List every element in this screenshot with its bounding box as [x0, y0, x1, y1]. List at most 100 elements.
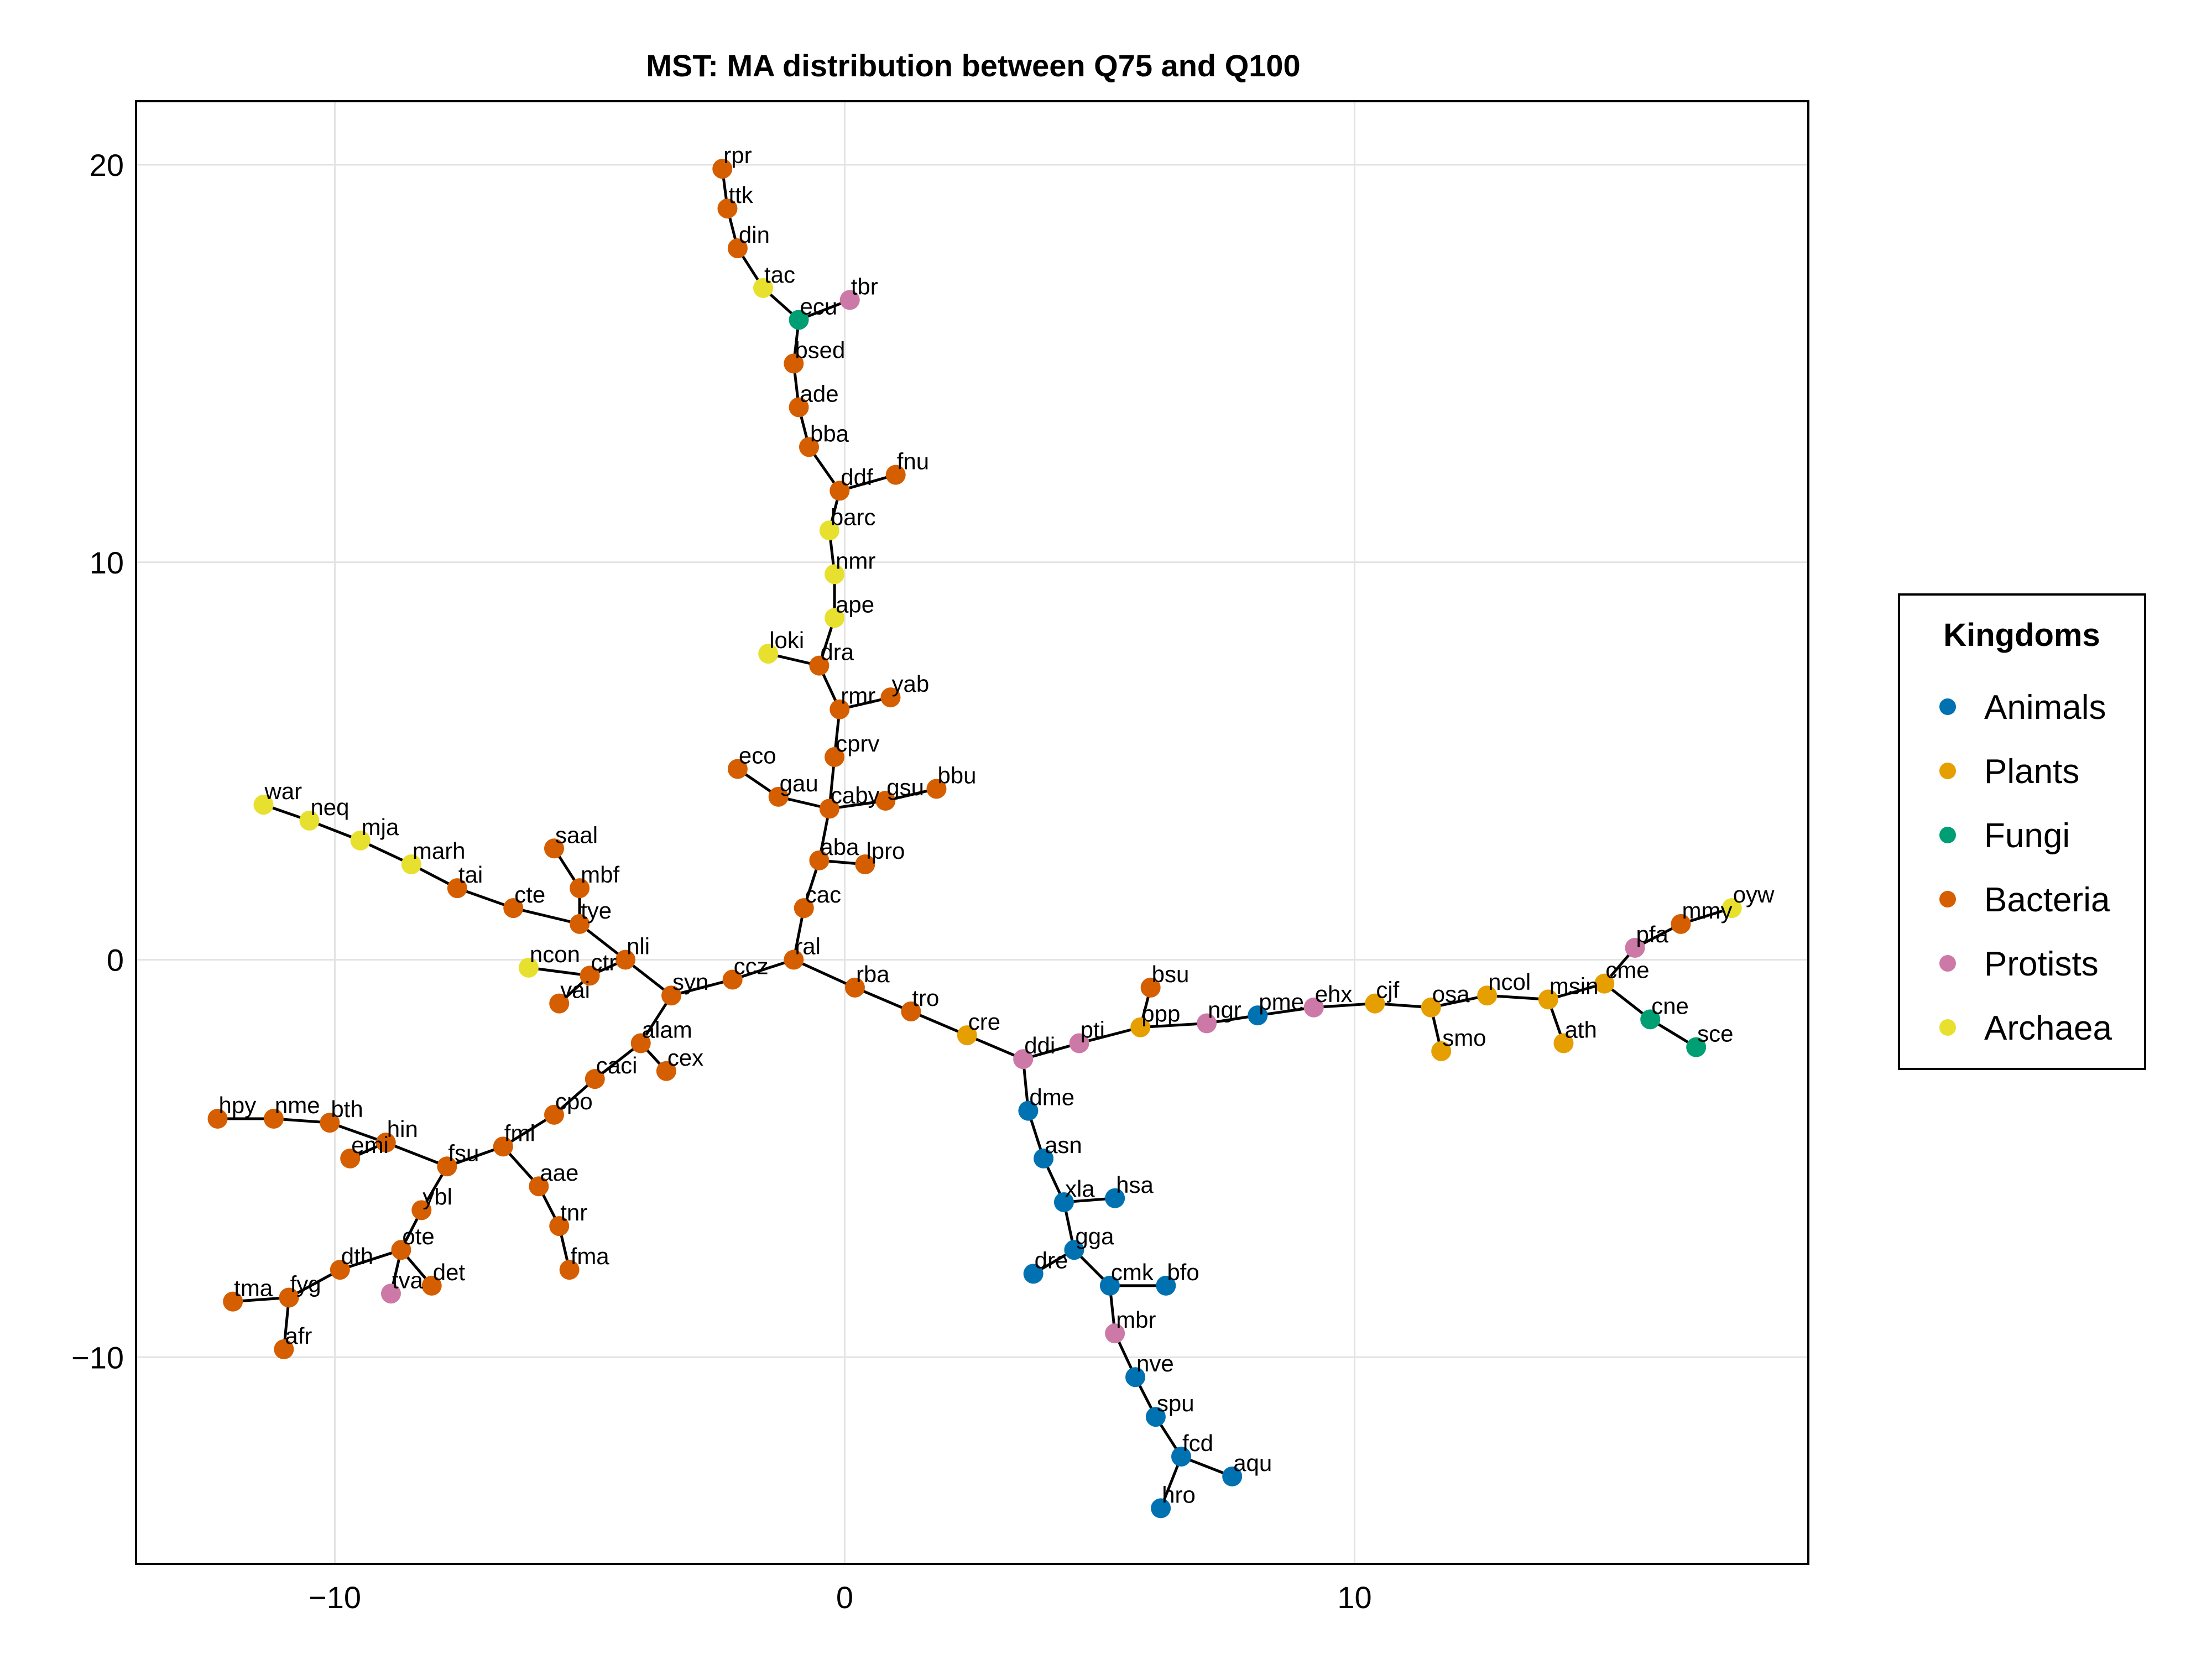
node-label-gsu: gsu [886, 774, 924, 800]
node-label-bbu: bbu [937, 762, 976, 788]
node-label-caci: caci [596, 1052, 638, 1078]
legend-marker-bacteria [1939, 891, 1956, 907]
node-label-cre: cre [968, 1009, 1000, 1035]
node-label-cmk: cmk [1111, 1259, 1154, 1285]
node-point-mbf [570, 878, 590, 899]
node-label-ape: ape [836, 591, 874, 617]
node-label-cpo: cpo [555, 1088, 593, 1114]
node-label-asn: asn [1045, 1132, 1082, 1158]
node-label-pfa: pfa [1636, 921, 1669, 947]
node-label-yab: yab [891, 671, 929, 697]
node-label-afr: afr [285, 1323, 312, 1349]
node-point-fcd [1171, 1446, 1191, 1467]
node-label-hro: hro [1162, 1481, 1196, 1507]
node-point-tbr [839, 290, 860, 310]
node-point-cjf [1365, 993, 1385, 1014]
node-label-bsed: bsed [795, 337, 845, 363]
node-label-dth: dth [341, 1243, 373, 1269]
node-label-ccz: ccz [734, 953, 769, 979]
node-label-ral: ral [795, 933, 821, 959]
node-point-cre [957, 1025, 977, 1046]
node-point-caby [819, 799, 839, 819]
node-point-lpro [855, 854, 875, 874]
node-label-cjf: cjf [1376, 977, 1399, 1003]
node-label-nmr: nmr [836, 547, 875, 573]
x-tick-label: 0 [836, 1580, 853, 1615]
node-point-fyg [279, 1287, 299, 1308]
node-point-dre [1023, 1264, 1044, 1284]
node-label-bth: bth [331, 1096, 363, 1122]
node-label-fyg: fyg [290, 1271, 321, 1297]
node-point-ecu [789, 310, 809, 330]
node-label-dra: dra [820, 639, 854, 665]
node-label-tai: tai [458, 862, 483, 888]
node-label-spu: spu [1157, 1390, 1194, 1416]
node-label-pti: pti [1081, 1016, 1105, 1042]
node-label-bfo: bfo [1167, 1259, 1199, 1285]
node-label-emi: emi [351, 1132, 389, 1158]
node-label-smo: smo [1442, 1025, 1486, 1051]
node-point-bbu [926, 779, 947, 799]
node-point-ape [825, 608, 845, 628]
node-label-sce: sce [1697, 1021, 1733, 1047]
node-label-marh: marh [413, 838, 466, 864]
node-point-cne [1640, 1009, 1661, 1030]
node-label-war: war [264, 778, 302, 804]
legend-label-bacteria: Bacteria [1984, 881, 2110, 919]
node-point-det [421, 1275, 442, 1296]
node-label-lpro: lpro [866, 838, 905, 864]
node-point-eco [727, 759, 748, 779]
node-point-rmr [830, 699, 850, 719]
tree-edge [1078, 1026, 1141, 1045]
node-point-din [727, 238, 748, 258]
node-label-cne: cne [1651, 993, 1689, 1019]
node-point-aba [809, 850, 830, 870]
tree-edge [513, 906, 580, 926]
y-tick-label: −10 [71, 1340, 124, 1375]
node-label-aqu: aqu [1233, 1450, 1272, 1476]
y-tick-label: 0 [107, 943, 124, 978]
node-label-hpy: hpy [219, 1092, 257, 1118]
tree-edge [793, 958, 855, 989]
tree-edge [528, 966, 590, 977]
node-point-fma [559, 1260, 580, 1280]
grid-lines [136, 101, 1808, 1564]
node-label-hsa: hsa [1116, 1172, 1154, 1198]
node-label-fsu: fsu [448, 1140, 479, 1166]
y-tick-label: 10 [90, 545, 124, 580]
node-label-fnu: fnu [897, 448, 929, 474]
x-tick-label: −10 [309, 1580, 361, 1615]
tree-edge [1140, 1022, 1207, 1029]
y-tick-label: 20 [90, 148, 124, 182]
tree-edge [1487, 994, 1548, 1001]
node-point-ybl [411, 1200, 432, 1220]
node-point-syn [661, 985, 682, 1006]
node-point-mja [350, 830, 371, 851]
node-point-afr [274, 1339, 294, 1359]
node-label-nme: nme [275, 1092, 320, 1118]
chart-title: MST: MA distribution between Q75 and Q10… [646, 48, 1300, 83]
node-point-ppp [1130, 1017, 1151, 1037]
node-point-oyw [1721, 898, 1742, 919]
node-label-ctr: ctr [591, 949, 617, 975]
node-point-dth [330, 1260, 350, 1280]
node-label-hin: hin [387, 1116, 418, 1142]
node-point-sce [1686, 1037, 1707, 1057]
node-label-din: din [739, 222, 770, 248]
node-label-mja: mja [362, 814, 399, 840]
node-point-emi [340, 1148, 361, 1168]
node-point-nve [1125, 1367, 1146, 1387]
node-label-ppp: ppp [1141, 1001, 1180, 1027]
node-label-tnr: tnr [560, 1199, 587, 1225]
node-label-fma: fma [571, 1243, 610, 1269]
legend-label-protists: Protists [1984, 945, 2099, 983]
node-point-cprv [825, 747, 845, 767]
node-point-cme [1594, 973, 1615, 994]
node-point-tye [570, 914, 590, 934]
node-label-fml: fml [504, 1120, 535, 1146]
node-label-ehx: ehx [1315, 981, 1353, 1007]
node-point-pfa [1625, 937, 1645, 958]
node-label-saal: saal [555, 822, 598, 848]
node-point-aae [529, 1176, 549, 1197]
